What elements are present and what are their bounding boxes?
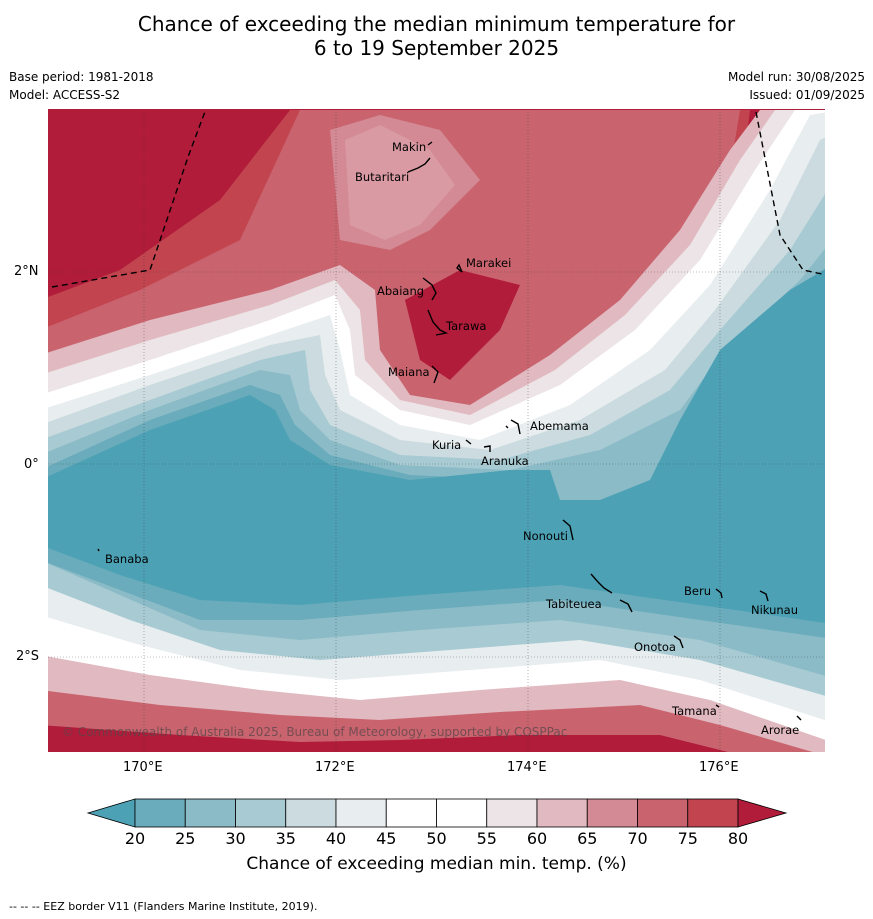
colorbar-cell <box>285 798 337 828</box>
label-nikunau: Nikunau <box>751 603 798 617</box>
label-arorae: Arorae <box>761 723 799 737</box>
abemama-shape <box>505 419 521 435</box>
colorbar-cell <box>586 798 638 828</box>
south-band-80 <box>48 725 728 752</box>
beru-shape <box>715 588 723 599</box>
lat-label-2n: 2°N <box>14 264 39 279</box>
arorae-shape <box>796 715 802 721</box>
probability-contours: Makin Butaritari Marakei Abaiang Tarawa … <box>48 109 825 752</box>
colorbar-cell <box>385 798 437 828</box>
label-abaiang: Abaiang <box>377 284 424 298</box>
colorbar-tick-label: 35 <box>275 829 296 848</box>
copyright-notice: © Commonwealth of Australia 2025, Bureau… <box>62 725 567 739</box>
abaiang-shape <box>422 277 437 301</box>
banaba-shape <box>97 548 100 552</box>
island-outlines <box>97 141 802 721</box>
lon-label-172: 172°E <box>315 760 355 775</box>
colorbar-tick-label: 80 <box>727 829 749 848</box>
butaritari-shape <box>407 157 431 173</box>
colorbar-tick-label: 50 <box>426 829 447 848</box>
kuria-shape <box>465 439 472 445</box>
label-abemama: Abemama <box>530 419 589 433</box>
eez-footnote: -- -- -- EEZ border V11 (Flanders Marine… <box>9 900 318 913</box>
label-tabiteuea: Tabiteuea <box>545 597 602 611</box>
colorbar-cell <box>184 798 236 828</box>
colorbar-tick-label: 30 <box>225 829 246 848</box>
tabiteuea-shape <box>590 573 633 613</box>
lat-label-2s: 2°S <box>16 649 40 664</box>
colorbar-tick-label: 55 <box>476 829 497 848</box>
label-aranuka: Aranuka <box>481 454 529 468</box>
marakei-shape <box>456 263 463 273</box>
island-labels: Makin Butaritari Marakei Abaiang Tarawa … <box>105 140 799 737</box>
aranuka-shape <box>483 445 491 452</box>
nikunau-shape <box>759 590 769 602</box>
tamana-shape <box>715 704 720 708</box>
colorbar-tick-label: 60 <box>526 829 548 848</box>
label-maiana: Maiana <box>388 365 430 379</box>
colorbar-tick-label: 70 <box>627 829 648 848</box>
graticule <box>48 109 825 752</box>
pink-core <box>345 125 455 240</box>
colorbar-cell <box>687 798 739 828</box>
label-tarawa: Tarawa <box>445 319 486 333</box>
label-onotoa: Onotoa <box>634 640 676 654</box>
colorbar-tick-label: 45 <box>376 829 397 848</box>
colorbar-below-arrow <box>86 798 136 828</box>
lon-label-176: 176°E <box>699 760 739 775</box>
label-makin: Makin <box>392 140 426 154</box>
colorbar-tick-label: 20 <box>124 829 146 848</box>
issued-date: Issued: 01/09/2025 <box>749 88 865 102</box>
colorbar-tick-label: 75 <box>677 829 698 848</box>
title-line-2: 6 to 19 September 2025 <box>313 36 560 60</box>
label-kuria: Kuria <box>432 438 461 452</box>
colorbar-tick-label: 40 <box>325 829 347 848</box>
tarawa-shape <box>427 309 449 336</box>
colorbar-cell <box>637 798 689 828</box>
eez-west <box>51 109 207 288</box>
onotoa-shape <box>673 635 684 649</box>
model-run: Model run: 30/08/2025 <box>727 70 865 84</box>
lat-label-0: 0° <box>24 457 39 472</box>
band-below-20 <box>48 269 825 623</box>
lon-label-174: 174°E <box>507 760 547 775</box>
colorbar-tick-label: 25 <box>175 829 196 848</box>
colorbar-cells <box>134 798 739 828</box>
label-beru: Beru <box>684 584 711 598</box>
makin-shape <box>427 141 433 146</box>
colorbar-cell <box>335 798 387 828</box>
colorbar-label: Chance of exceeding median min. temp. (%… <box>246 854 627 874</box>
lon-label-170: 170°E <box>123 760 163 775</box>
label-banaba: Banaba <box>105 552 149 566</box>
eez-east <box>755 111 823 275</box>
label-tamana: Tamana <box>671 704 717 718</box>
base-period: Base period: 1981-2018 <box>9 70 154 84</box>
colorbar-cell <box>134 798 186 828</box>
colorbar <box>86 798 788 828</box>
label-nonouti: Nonouti <box>523 529 568 543</box>
colorbar-cell <box>436 798 488 828</box>
colorbar-tick-label: 65 <box>577 829 598 848</box>
colorbar-cell <box>235 798 287 828</box>
eez-border <box>51 109 823 288</box>
model-name: Model: ACCESS-S2 <box>9 88 121 102</box>
colorbar-cell <box>486 798 538 828</box>
colorbar-above-arrow <box>737 798 788 828</box>
colorbar-cell <box>536 798 588 828</box>
map-title: Chance of exceeding the median minimum t… <box>0 12 873 60</box>
title-line-1: Chance of exceeding the median minimum t… <box>137 12 736 36</box>
maiana-shape <box>431 365 439 384</box>
nonouti-shape <box>562 519 574 541</box>
label-marakei: Marakei <box>466 256 511 270</box>
label-butaritari: Butaritari <box>355 170 409 184</box>
